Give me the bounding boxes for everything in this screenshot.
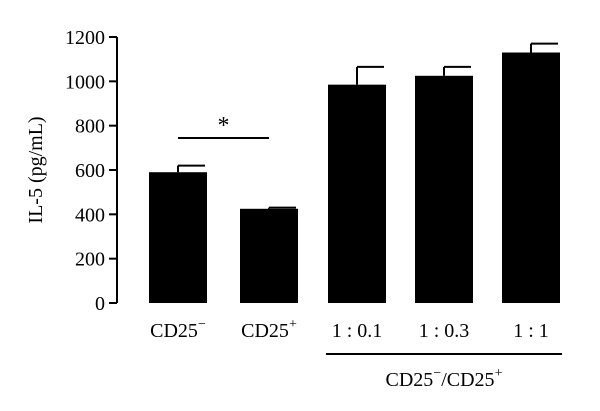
x-tick-label: 1 : 0.3	[419, 320, 470, 342]
y-tick-label: 800	[75, 116, 105, 138]
significance-marker: *	[218, 113, 230, 139]
x-tick-label: CD25+	[241, 317, 297, 342]
x-tick-label: 1 : 1	[513, 320, 549, 342]
bar	[328, 84, 386, 304]
x-tick-label: CD25−	[150, 317, 206, 342]
bar	[502, 52, 560, 304]
y-tick-label: 600	[75, 160, 105, 182]
x-tick-labels: CD25− CD25+ 1 : 0.1 1 : 0.3 1 : 1	[150, 317, 549, 342]
bar	[149, 172, 207, 303]
x-tick-label: 1 : 0.1	[332, 320, 383, 342]
bars	[149, 42, 560, 304]
group-label: CD25−/CD25+	[386, 366, 503, 391]
bar	[415, 75, 473, 304]
bar	[240, 208, 298, 303]
y-tick-label: 1000	[65, 71, 105, 93]
annotations: * CD25−/CD25+	[178, 113, 562, 391]
y-tick-label: 400	[75, 204, 105, 226]
y-tick-label: 200	[75, 249, 105, 271]
y-tick-label: 0	[95, 293, 105, 315]
y-tick-label: 1200	[65, 27, 105, 49]
y-axis: 0 200 400 600 800 1000 1200	[65, 27, 118, 315]
y-axis-label: IL-5 (pg/mL)	[25, 116, 47, 223]
